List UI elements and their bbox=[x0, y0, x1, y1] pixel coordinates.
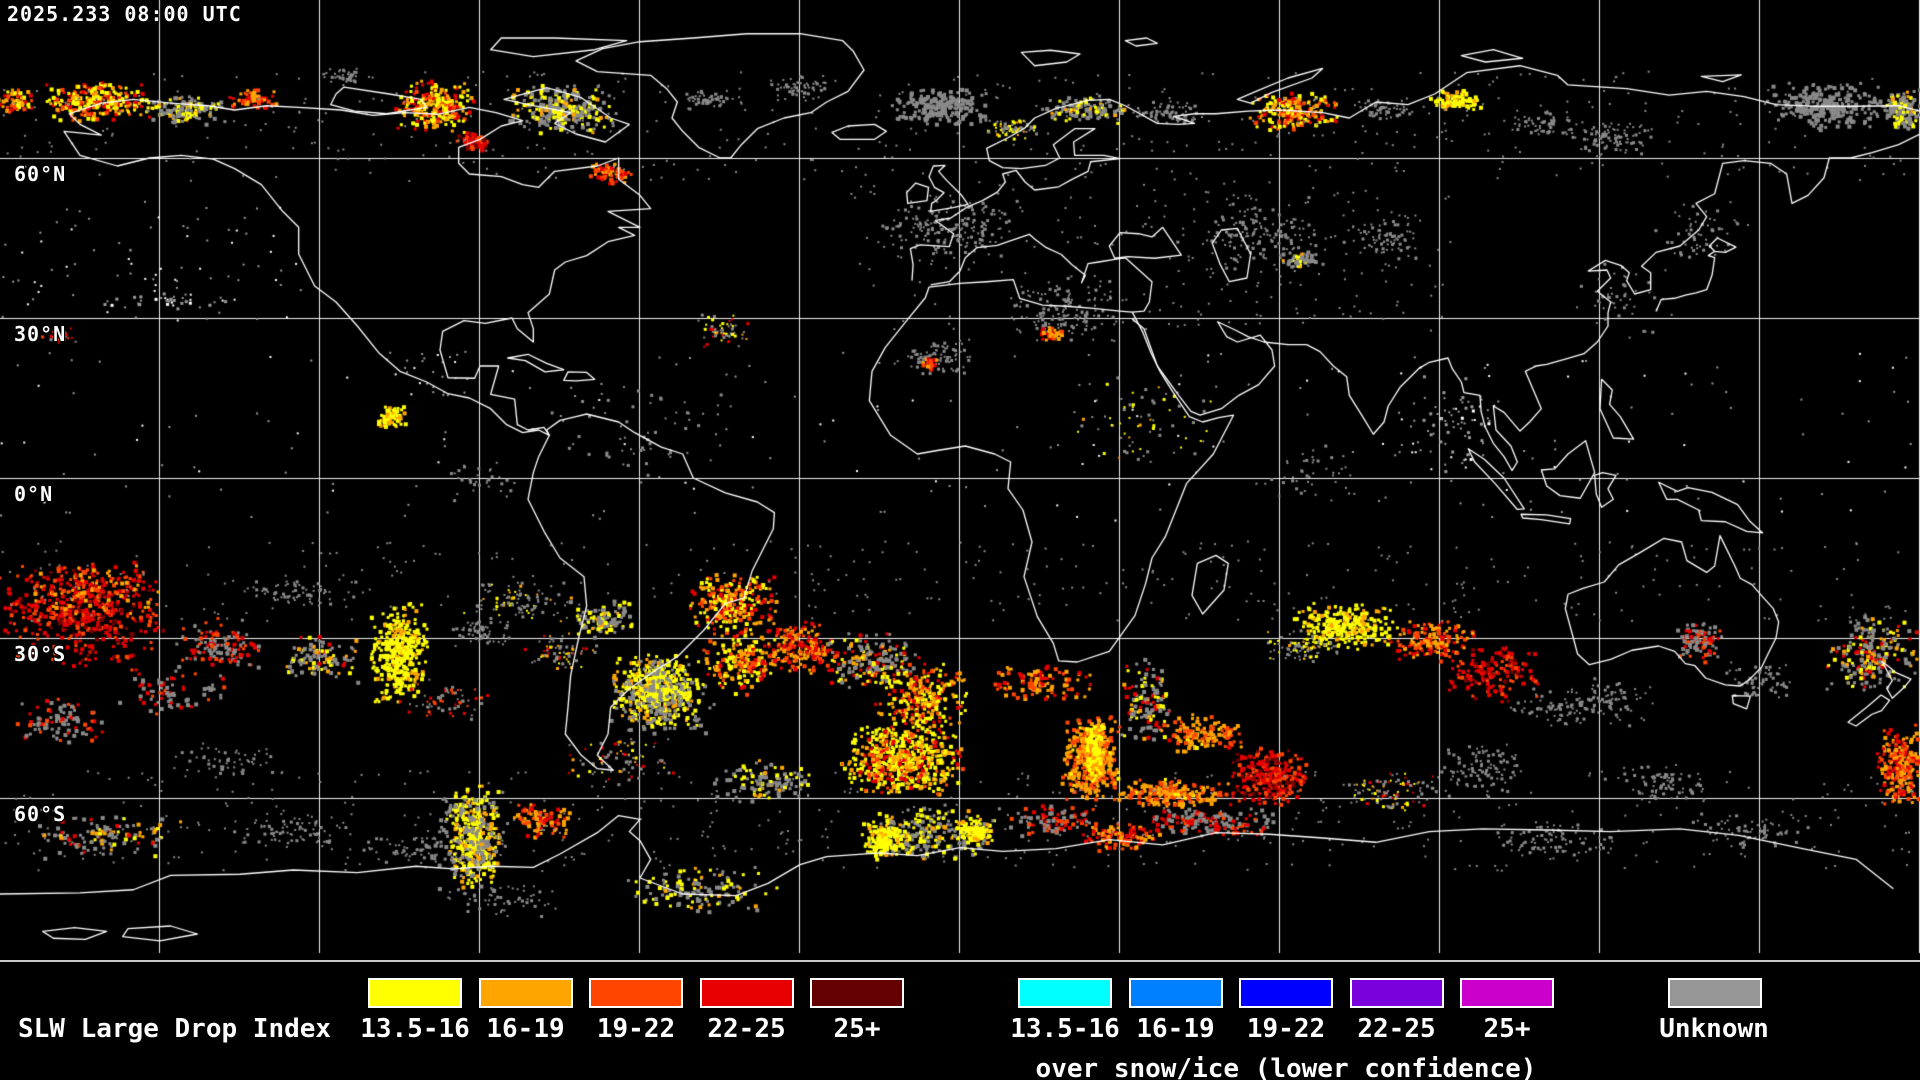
legend-range-label-cold-0: 13.5-16 bbox=[1010, 1014, 1120, 1044]
legend-swatch-cold-3 bbox=[1349, 978, 1444, 1008]
legend-swatch-cold-4 bbox=[1460, 978, 1554, 1008]
legend-range-label-warm-4: 25+ bbox=[833, 1014, 881, 1044]
legend-swatch-warm-2 bbox=[589, 978, 683, 1008]
legend-range-label-cold-2: 19-22 bbox=[1246, 1014, 1326, 1044]
lat-label-0N: 0°N bbox=[14, 482, 54, 506]
legend-separator bbox=[0, 960, 1920, 962]
legend-swatch-warm-1 bbox=[478, 978, 573, 1008]
lat-label-30N: 30°N bbox=[14, 322, 67, 346]
legend-range-label-cold-3: 22-25 bbox=[1357, 1014, 1436, 1044]
legend-range-label-warm-0: 13.5-16 bbox=[360, 1014, 470, 1044]
legend-unknown-swatch bbox=[1668, 978, 1762, 1008]
legend-swatch-warm-0 bbox=[368, 978, 462, 1008]
lat-label-60S: 60°S bbox=[14, 802, 67, 826]
lat-label-30S: 30°S bbox=[14, 642, 67, 666]
legend-swatch-cold-0 bbox=[1018, 978, 1112, 1008]
legend-range-label-cold-4: 25+ bbox=[1483, 1014, 1531, 1044]
world-map-canvas bbox=[0, 0, 1920, 960]
lat-label-60N: 60°N bbox=[14, 162, 67, 186]
legend-swatch-warm-3 bbox=[699, 978, 794, 1008]
legend-range-label-warm-2: 19-22 bbox=[596, 1014, 676, 1044]
legend: SLW Large Drop Index 13.5-16 16-19 19-22 22… bbox=[0, 960, 1920, 1080]
legend-range-label-warm-1: 16-19 bbox=[486, 1014, 565, 1044]
legend-range-label-cold-1: 16-19 bbox=[1136, 1014, 1215, 1044]
legend-unknown-label: Unknown bbox=[1659, 1014, 1769, 1044]
legend-range-label-warm-3: 22-25 bbox=[707, 1014, 786, 1044]
legend-swatch-cold-1 bbox=[1128, 978, 1223, 1008]
legend-subtitle: over snow/ice (lower confidence) bbox=[1035, 1054, 1537, 1080]
legend-title: SLW Large Drop Index bbox=[18, 1014, 332, 1044]
timestamp: 2025.233 08:00 UTC bbox=[7, 2, 242, 26]
legend-swatch-warm-4 bbox=[810, 978, 904, 1008]
legend-swatch-cold-2 bbox=[1239, 978, 1333, 1008]
